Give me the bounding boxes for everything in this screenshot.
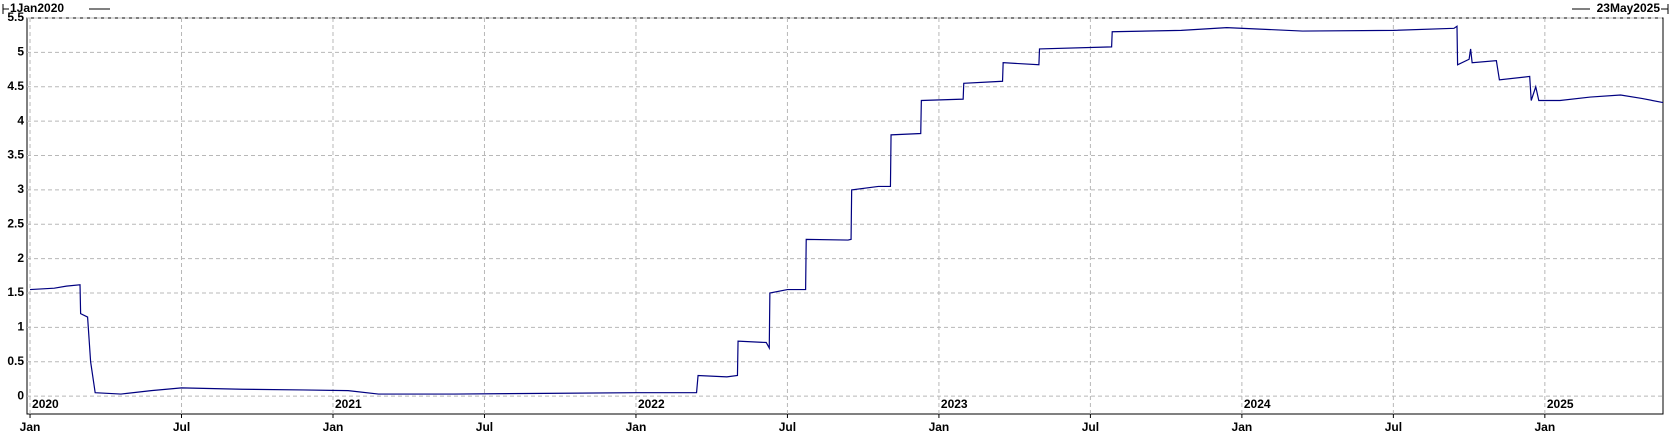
year-label: 2021 — [335, 397, 362, 411]
x-tick-label: Jan — [323, 420, 344, 434]
year-label: 2022 — [638, 397, 665, 411]
y-tick-label: 3.5 — [7, 148, 24, 162]
x-tick-label: Jan — [1232, 420, 1253, 434]
x-tick-label: Jan — [626, 420, 647, 434]
x-tick-label: Jul — [476, 420, 493, 434]
y-tick-label: 1 — [17, 320, 24, 334]
y-tick-label: 0 — [17, 388, 24, 402]
y-tick-label: 2 — [17, 251, 24, 265]
x-tick-label: Jan — [929, 420, 950, 434]
y-tick-label: 3 — [17, 182, 24, 196]
year-label: 2023 — [941, 397, 968, 411]
y-tick-label: 5 — [17, 45, 24, 59]
plot-frame — [26, 17, 1664, 415]
x-tick-label: Jul — [1082, 420, 1099, 434]
year-label: 2025 — [1547, 397, 1574, 411]
y-tick-label: 4 — [17, 113, 24, 127]
y-tick-label: 0.5 — [7, 354, 24, 368]
y-tick-label: 4.5 — [7, 79, 24, 93]
data-line — [29, 25, 1664, 395]
year-label: 2024 — [1244, 397, 1271, 411]
end-label: 23May2025 — [1597, 1, 1661, 15]
year-label: 2020 — [32, 397, 59, 411]
y-tick-label: 2.5 — [7, 216, 24, 230]
x-tick-label: Jan — [1535, 420, 1556, 434]
x-tick-label: Jul — [779, 420, 796, 434]
x-tick-label: Jul — [1385, 420, 1402, 434]
x-tick-label: Jan — [20, 420, 41, 434]
y-tick-label: 1.5 — [7, 285, 24, 299]
x-tick-label: Jul — [173, 420, 190, 434]
y-tick-label: 5.5 — [7, 10, 24, 24]
start-label: 1Jan2020 — [10, 1, 64, 15]
